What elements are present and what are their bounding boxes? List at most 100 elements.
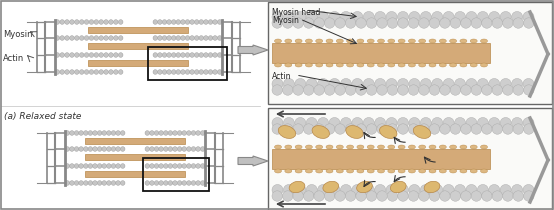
Circle shape: [84, 36, 89, 40]
Circle shape: [398, 12, 408, 22]
Circle shape: [153, 70, 157, 74]
Ellipse shape: [398, 39, 405, 43]
Circle shape: [335, 124, 345, 134]
Circle shape: [489, 79, 500, 89]
Ellipse shape: [336, 63, 343, 67]
Circle shape: [191, 181, 196, 185]
Ellipse shape: [408, 145, 416, 149]
Circle shape: [272, 12, 283, 22]
Circle shape: [325, 85, 335, 95]
Circle shape: [176, 70, 181, 74]
Ellipse shape: [429, 63, 436, 67]
Circle shape: [145, 131, 150, 135]
Circle shape: [272, 184, 283, 196]
Circle shape: [65, 164, 70, 168]
Circle shape: [272, 191, 283, 201]
Circle shape: [409, 117, 420, 129]
Circle shape: [65, 53, 69, 57]
Circle shape: [145, 181, 150, 185]
Circle shape: [432, 79, 443, 89]
Circle shape: [356, 18, 366, 28]
Circle shape: [190, 70, 194, 74]
Ellipse shape: [388, 39, 395, 43]
Circle shape: [317, 79, 329, 89]
Circle shape: [356, 191, 366, 201]
Circle shape: [500, 184, 511, 196]
Text: Actin: Actin: [272, 72, 291, 81]
Circle shape: [109, 53, 113, 57]
Circle shape: [88, 181, 93, 185]
Circle shape: [283, 18, 293, 28]
Circle shape: [306, 184, 317, 196]
Circle shape: [119, 20, 123, 24]
Circle shape: [481, 191, 492, 201]
Circle shape: [94, 53, 99, 57]
Ellipse shape: [285, 63, 292, 67]
Circle shape: [450, 124, 460, 134]
Circle shape: [295, 117, 306, 129]
Circle shape: [55, 20, 60, 24]
Bar: [88, 27, 188, 33]
Circle shape: [65, 147, 70, 151]
Circle shape: [79, 164, 84, 168]
Circle shape: [443, 12, 454, 22]
Circle shape: [440, 191, 450, 201]
Circle shape: [314, 191, 325, 201]
Text: (a) Relaxed state: (a) Relaxed state: [4, 112, 81, 121]
Circle shape: [79, 131, 84, 135]
Circle shape: [341, 184, 351, 196]
Circle shape: [419, 18, 429, 28]
Ellipse shape: [326, 145, 333, 149]
Circle shape: [352, 117, 363, 129]
Ellipse shape: [470, 169, 477, 173]
Circle shape: [408, 85, 419, 95]
Ellipse shape: [326, 63, 333, 67]
Circle shape: [432, 117, 443, 129]
Circle shape: [511, 12, 522, 22]
Circle shape: [114, 20, 118, 24]
Ellipse shape: [274, 63, 281, 67]
Circle shape: [440, 18, 450, 28]
Circle shape: [74, 20, 79, 24]
Circle shape: [114, 70, 118, 74]
Ellipse shape: [419, 169, 425, 173]
Circle shape: [70, 70, 74, 74]
Circle shape: [181, 20, 185, 24]
Circle shape: [94, 36, 99, 40]
Circle shape: [511, 184, 522, 196]
Ellipse shape: [450, 169, 456, 173]
Circle shape: [187, 147, 191, 151]
Circle shape: [304, 124, 314, 134]
Circle shape: [70, 181, 74, 185]
Circle shape: [116, 147, 120, 151]
Circle shape: [55, 36, 60, 40]
Circle shape: [524, 85, 534, 95]
Circle shape: [366, 124, 377, 134]
Ellipse shape: [316, 145, 322, 149]
Circle shape: [106, 164, 111, 168]
Bar: [85, 154, 185, 160]
Ellipse shape: [347, 169, 353, 173]
Ellipse shape: [429, 145, 436, 149]
Circle shape: [185, 70, 190, 74]
Circle shape: [366, 85, 377, 95]
Ellipse shape: [460, 63, 467, 67]
Circle shape: [145, 164, 150, 168]
Ellipse shape: [336, 39, 343, 43]
Circle shape: [93, 147, 98, 151]
Circle shape: [513, 191, 524, 201]
Ellipse shape: [357, 145, 364, 149]
Circle shape: [329, 117, 340, 129]
Circle shape: [171, 70, 176, 74]
Circle shape: [171, 36, 176, 40]
Circle shape: [329, 12, 340, 22]
Circle shape: [304, 191, 314, 201]
Circle shape: [159, 164, 163, 168]
Circle shape: [102, 147, 106, 151]
Ellipse shape: [323, 181, 338, 193]
Circle shape: [387, 124, 398, 134]
Ellipse shape: [377, 169, 384, 173]
Circle shape: [199, 36, 204, 40]
Ellipse shape: [305, 169, 312, 173]
Circle shape: [182, 164, 187, 168]
